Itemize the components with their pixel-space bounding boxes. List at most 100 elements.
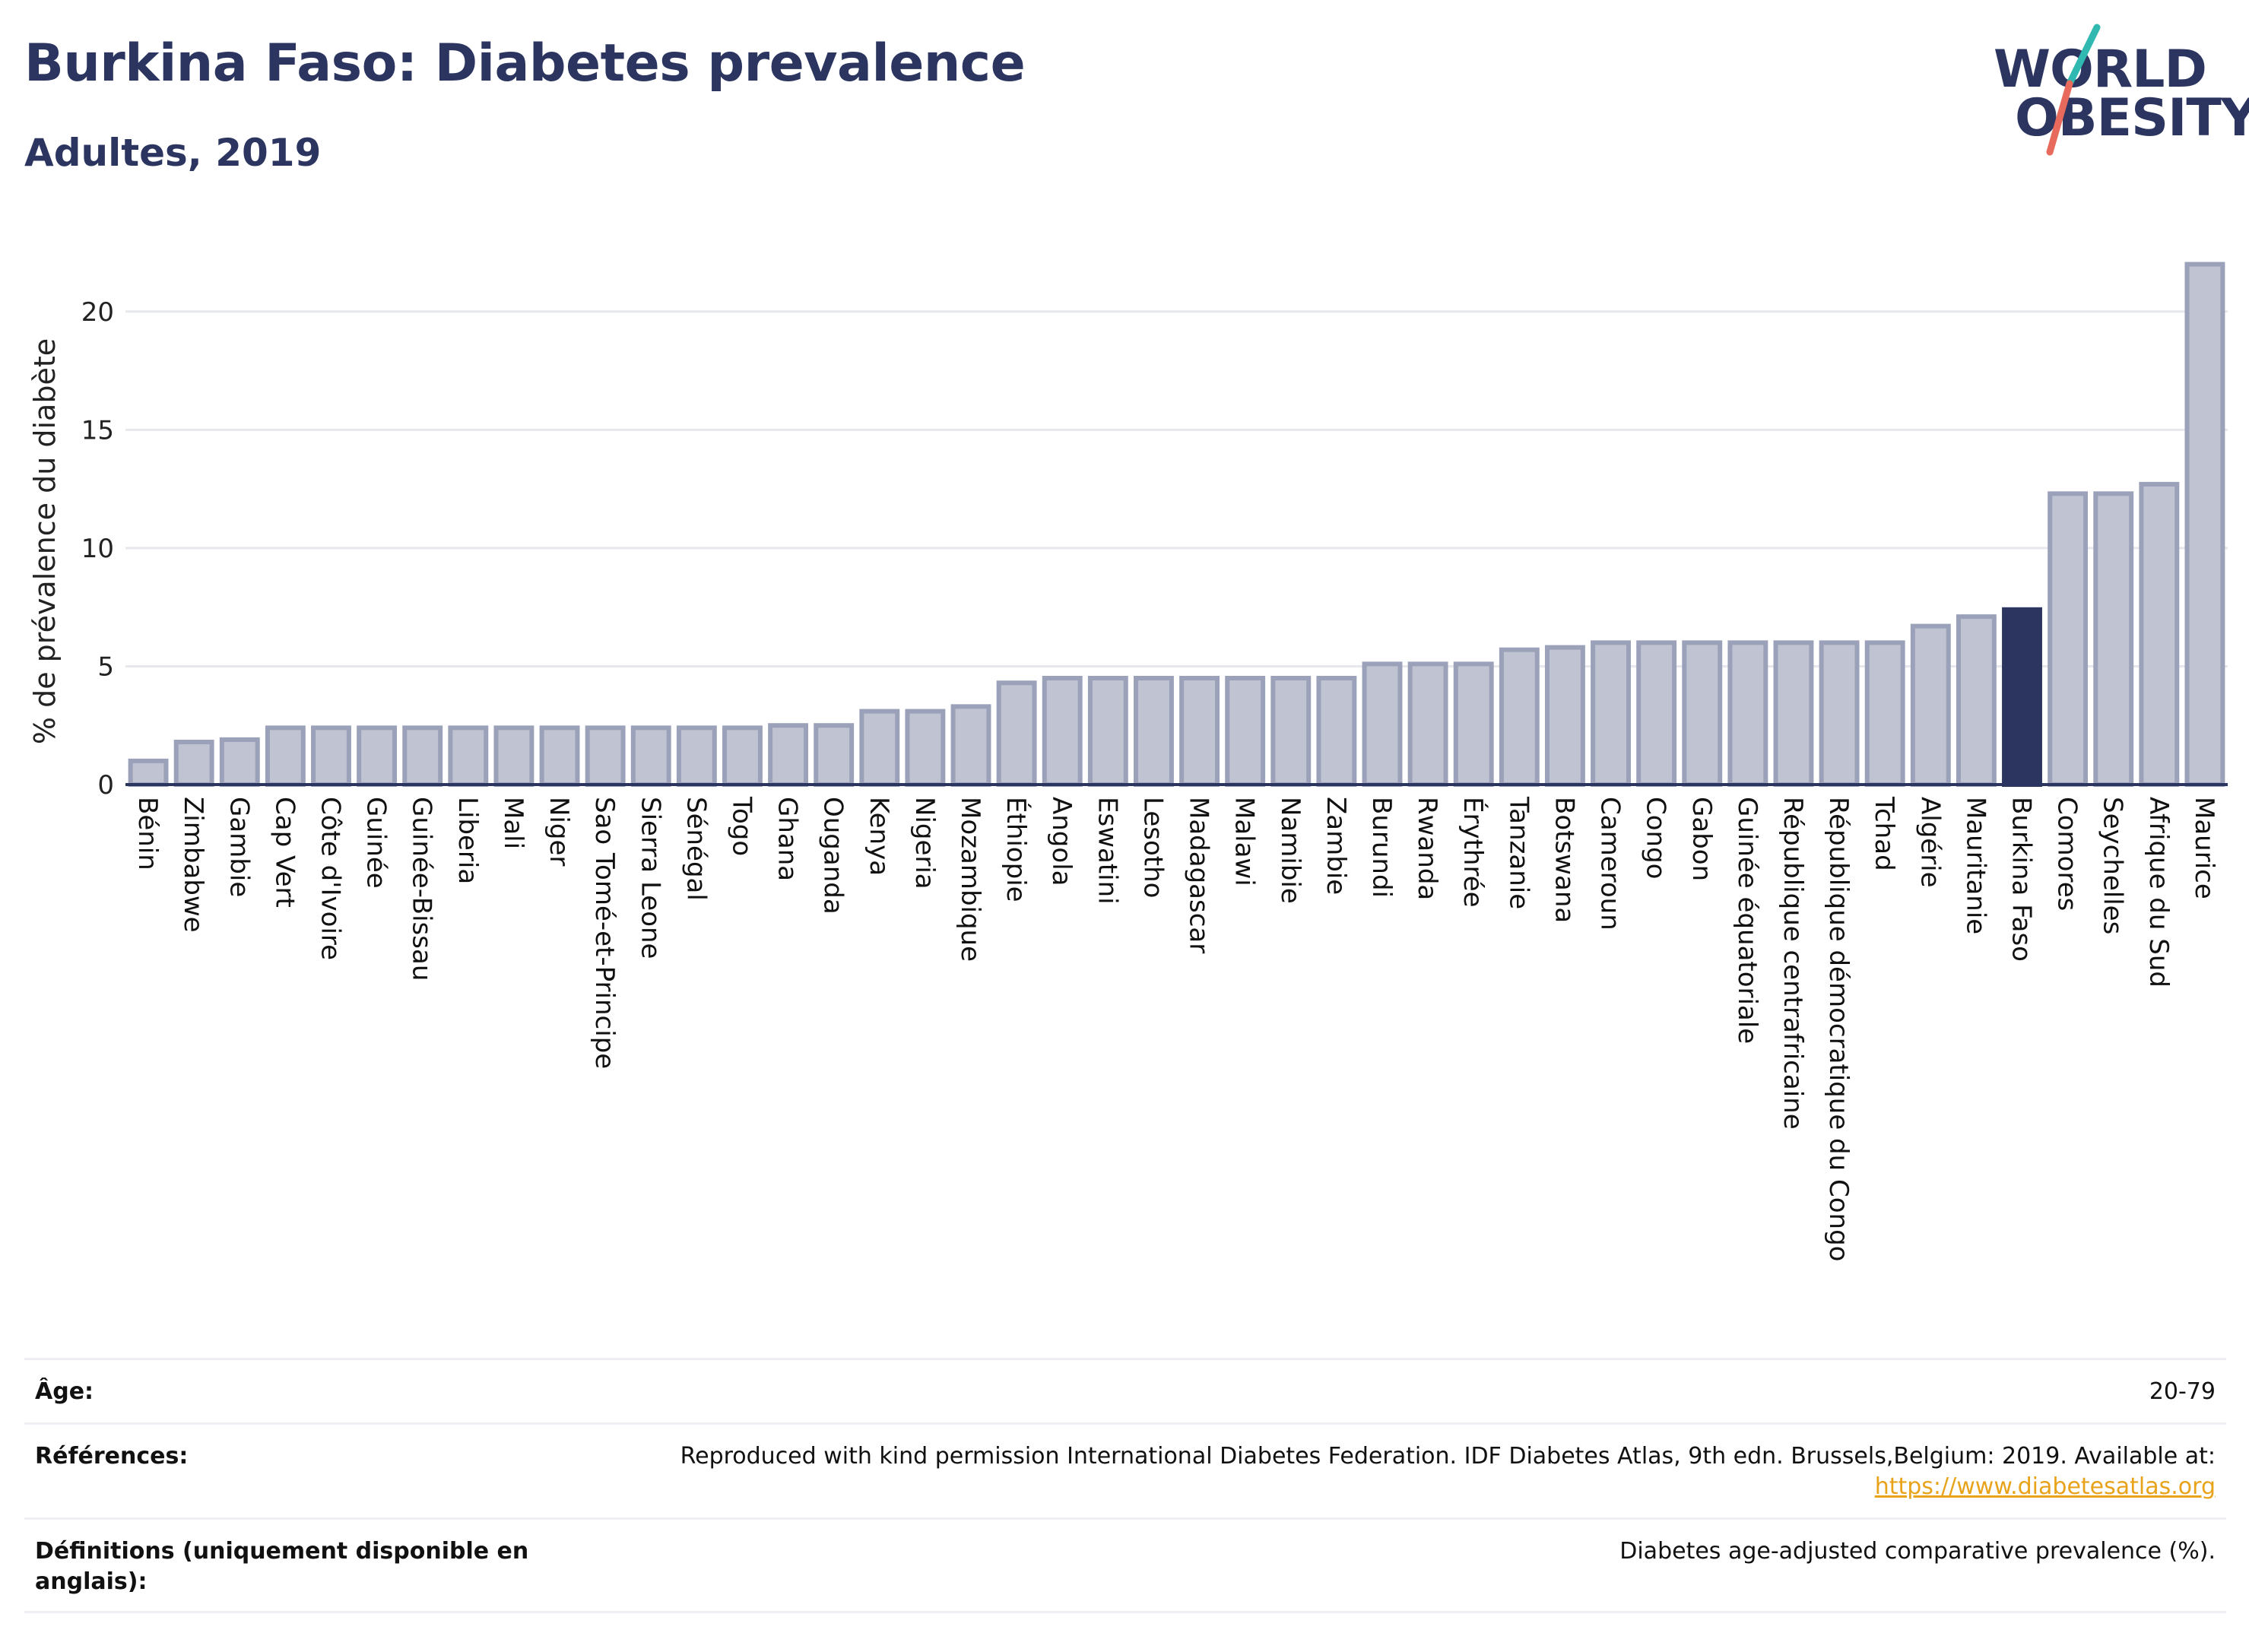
bar [2002,607,2042,787]
bar [585,725,626,787]
bar [1087,676,1128,787]
bar [1407,661,1448,787]
bar [859,709,900,787]
x-tick-label: Mauritanie [1960,797,1990,934]
page-title: Burkina Faso: Diabetes prevalence [24,33,1026,94]
info-table: Âge: 20-79 Références: Reproduced with k… [24,1358,2226,1613]
x-tick-label: Namibie [1275,797,1305,904]
y-tick-label: 0 [97,770,114,801]
bar [1910,623,1951,787]
x-tick-label: Cameroun [1595,797,1626,931]
bar [2048,491,2089,787]
bar [950,704,991,787]
bar [996,680,1037,787]
bar [173,740,214,787]
x-tick-label: Guinée équatoriale [1732,797,1762,1044]
bar [1134,676,1174,787]
references-label: Références: [35,1443,189,1470]
bar [1819,640,1860,787]
info-row-age: Âge: 20-79 [24,1358,2226,1422]
bar [402,725,443,787]
y-tick-label: 15 [81,415,114,446]
bar [1453,661,1494,787]
bar [1362,661,1403,787]
x-tick-label: Ghana [772,797,803,881]
bar [539,725,580,787]
bar [1636,640,1677,787]
bar [219,737,260,788]
bar [1042,676,1083,787]
x-tick-label: Madagascar [1184,797,1214,953]
y-tick-label: 5 [97,652,114,682]
bar [493,725,534,787]
logo-line-1: WORLD [1994,40,2207,100]
x-tick-label: Zimbabwe [178,797,208,933]
x-tick-label: Guinée-Bissau [407,797,437,981]
bar [1727,640,1768,787]
info-row-definitions: Définitions (uniquement disponible en an… [24,1517,2226,1613]
bar-chart: 0 5 10 15 20 % de prévalence du diabète Bénin Z… [28,262,2228,1261]
x-tick-label: Bénin [132,797,163,870]
bar [814,723,855,788]
x-tick-label: Togo [726,796,757,856]
bar [2139,481,2180,787]
bar [905,709,946,787]
x-tick-label: Ouganda [818,797,849,915]
age-value: 20-79 [2149,1378,2216,1405]
bar [768,723,809,788]
x-tick-label: Lesotho [1137,797,1168,898]
y-axis-label: % de prévalence du diabète [28,338,62,744]
bar [630,725,671,787]
bar [1544,645,1585,787]
world-obesity-logo[interactable]: WORLD OBESITY [1984,23,2249,167]
bar [311,725,351,787]
x-tick-label: Burundi [1366,797,1397,898]
logo-slash-icon [2046,24,2101,156]
y-tick-label: 20 [81,297,114,328]
x-tick-label: Afrique du Sud [2143,797,2174,988]
info-row-references: Références: Reproduced with kind permiss… [24,1422,2226,1517]
bar [1316,676,1357,787]
x-tick-label: Burkina Faso [2006,797,2037,962]
references-text: Reproduced with kind permission Internat… [680,1443,2216,1470]
x-tick-label: Botswana [1549,797,1579,923]
x-tick-label: Érythrée [1458,797,1489,908]
bar [1773,640,1814,787]
bar [1682,640,1723,787]
x-tick-label: Kenya [864,797,894,876]
x-tick-label: Sénégal [680,797,711,901]
x-tick-label: Comores [2052,797,2082,911]
bar [2093,491,2134,787]
bar [357,725,398,787]
references-value: Reproduced with kind permission Internat… [543,1441,2216,1502]
x-tick-label: Mozambique [955,797,985,962]
bar [448,725,489,787]
x-tick-label: Gabon [1686,797,1717,881]
x-tick-label: Malawi [1229,797,1260,886]
definitions-label: Définitions (uniquement disponible en an… [35,1538,529,1595]
x-tick-label: Seychelles [2098,797,2128,934]
bar [1225,676,1266,787]
bar [722,725,763,787]
bar [2184,262,2225,788]
x-tick-label: Rwanda [1412,797,1442,900]
x-tick-label: Cap Vert [269,797,300,908]
x-tick-label: Congo [1641,797,1671,879]
bar [676,725,717,787]
bar [128,758,169,788]
x-tick-label: République démocratique du Congo [1823,797,1854,1261]
bar [1499,647,1540,788]
bar [1591,640,1631,787]
x-tick-label: Gambie [224,797,254,897]
y-tick-label: 10 [81,534,114,564]
x-tick-label: Liberia [452,797,483,884]
x-tick-label: Angola [1046,797,1077,886]
x-tick-label: Côte d'Ivoire [315,797,345,960]
x-tick-label: Tanzanie [1503,796,1534,909]
bar [1270,676,1312,787]
bar [1864,640,1905,787]
x-tick-label: Éthiopie [1001,797,1032,902]
references-link[interactable]: https://www.diabetesatlas.org [1874,1473,2216,1500]
x-tick-label: Sao Tomé-et-Principe [589,797,620,1069]
x-tick-label: Niger [544,797,574,866]
